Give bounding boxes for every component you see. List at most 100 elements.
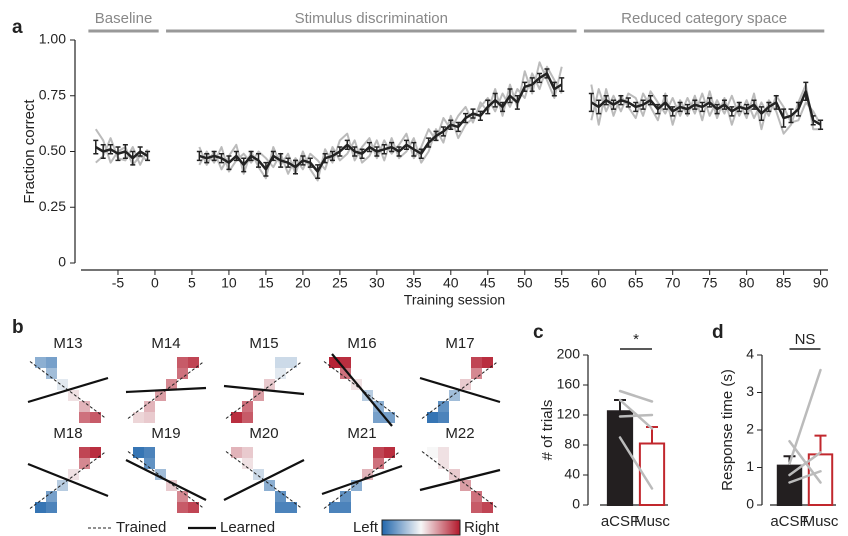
heatmap-cell	[460, 379, 471, 390]
error-bar	[477, 110, 483, 122]
error-bar	[93, 139, 99, 155]
x-tick-label: 50	[517, 275, 533, 291]
paired-line	[618, 398, 654, 430]
x-tick-label: 20	[295, 275, 311, 291]
mean-line	[95, 145, 149, 160]
error-bar	[773, 95, 779, 110]
y-axis-label: Response time (s)	[719, 369, 736, 491]
y-tick-label: 160	[557, 376, 581, 392]
panel-letter: b	[12, 317, 24, 338]
learned-boundary	[125, 386, 207, 394]
heatmap-cell	[177, 502, 188, 513]
error-bar	[766, 101, 772, 113]
error-bar	[115, 146, 121, 162]
colorbar-high-label: Right	[464, 519, 500, 536]
error-bar	[714, 103, 720, 115]
bar	[807, 453, 834, 506]
learned-boundary	[223, 384, 305, 396]
error-bar	[130, 150, 136, 166]
error-bar	[396, 146, 402, 157]
panel-letter: c	[533, 322, 544, 343]
heatmap-cell	[373, 412, 384, 423]
heatmap-cell	[68, 390, 79, 401]
y-tick-label: 2	[746, 421, 754, 437]
error-bar	[640, 99, 646, 110]
paired-line	[788, 451, 822, 477]
learned-boundary	[125, 459, 207, 501]
error-bar	[788, 108, 794, 124]
x-tick-label: 90	[813, 275, 829, 291]
heatmap-cell	[340, 491, 351, 502]
heatmap-cell	[57, 480, 68, 491]
error-bar	[699, 101, 705, 113]
heatmap-cell	[144, 458, 155, 469]
learned-boundary	[27, 462, 109, 498]
heatmap-cell	[90, 447, 101, 458]
error-bar	[263, 161, 269, 177]
heatmap-cell	[79, 458, 90, 469]
mouse-label: M20	[249, 425, 278, 442]
error-bar	[381, 144, 387, 155]
heatmap-cell	[329, 357, 340, 368]
error-bar	[403, 139, 409, 151]
error-bar	[359, 148, 365, 159]
error-bar	[492, 92, 498, 108]
error-bar	[500, 101, 506, 113]
x-tick-label: 10	[221, 275, 237, 291]
error-bar	[618, 95, 624, 106]
error-bar	[285, 157, 291, 168]
error-bar	[633, 101, 639, 113]
error-bar	[736, 101, 742, 113]
error-bar	[810, 115, 816, 126]
error-bar	[677, 101, 683, 113]
error-bar	[196, 150, 202, 162]
error-bar	[684, 103, 690, 115]
error-bar	[418, 148, 424, 159]
learned-boundary	[223, 459, 305, 501]
x-tick-label: 65	[628, 275, 644, 291]
heatmap-cell	[340, 502, 351, 513]
x-tick-label: aCSF	[770, 513, 808, 530]
error-bar	[440, 126, 446, 137]
y-tick-label: 40	[564, 466, 580, 482]
heatmap-cell	[46, 502, 57, 513]
paired-line	[618, 436, 654, 490]
heatmap-cell	[177, 368, 188, 379]
y-tick-label: 1	[746, 458, 754, 474]
colorbar-low-label: Left	[353, 519, 379, 536]
error-bar	[803, 81, 809, 101]
learned-boundary	[419, 468, 501, 492]
individual-line	[95, 137, 149, 166]
heatmap-cell	[133, 447, 144, 458]
heatmap-cell	[242, 401, 253, 412]
heatmap-cell	[427, 412, 438, 423]
error-bar	[233, 150, 239, 162]
error-bar	[292, 159, 298, 175]
y-tick-label: 120	[557, 406, 581, 422]
heatmap-cell	[242, 458, 253, 469]
heatmap-cell	[166, 379, 177, 390]
error-bar	[344, 139, 350, 151]
heatmap-cell	[144, 447, 155, 458]
heatmap-cell	[177, 491, 188, 502]
error-bar	[603, 95, 609, 106]
mouse-label: M13	[53, 335, 82, 352]
heatmap-cell	[362, 469, 373, 480]
error-bar	[448, 119, 454, 130]
heatmap-cell	[449, 390, 460, 401]
panel-letter: a	[12, 17, 23, 38]
error-bar	[211, 150, 217, 162]
heatmap-cell	[286, 502, 297, 513]
error-bar	[551, 81, 557, 97]
y-tick-label: 0	[58, 254, 66, 270]
error-bar	[248, 150, 254, 162]
individual-line	[198, 61, 563, 182]
error-bar	[670, 106, 676, 117]
heatmap-cell	[242, 412, 253, 423]
segment-label: Baseline	[95, 10, 153, 27]
error-bar	[614, 399, 626, 412]
error-bar	[795, 101, 801, 117]
paired-line	[788, 368, 822, 465]
y-tick-label: 3	[746, 383, 754, 399]
